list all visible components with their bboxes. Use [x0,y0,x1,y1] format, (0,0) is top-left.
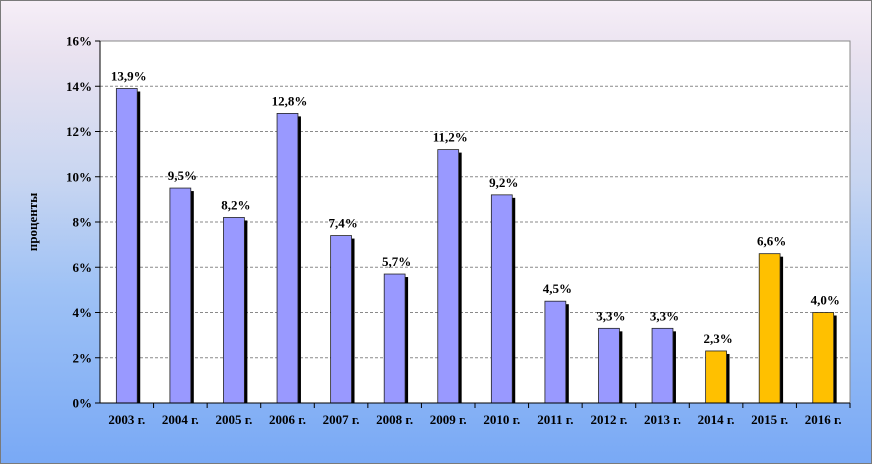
bar [276,113,299,404]
data-label: 9,2% [489,175,518,190]
data-label: 4,0% [811,293,840,308]
x-tick-label: 2003 г. [108,412,145,427]
y-tick-label: 0% [73,396,93,411]
bar [437,149,460,404]
bar [544,300,567,404]
y-tick-label: 8% [73,215,93,230]
x-tick-label: 2005 г. [215,412,252,427]
y-axis-title: проценты [25,193,40,252]
data-label: 3,3% [650,308,679,323]
data-label: 3,3% [596,308,625,323]
bar [490,194,513,404]
y-tick-label: 12% [66,124,92,139]
x-tick-label: 2009 г. [430,412,467,427]
x-axis: 2003 г. 2004 г. 2005 г. 2006 г. 2007 г. 2008 … [100,402,851,427]
y-axis: 0% 2% 4% 6% 8% 10% 12% 14% 16% [66,34,101,411]
bar [598,327,620,404]
data-label: 11,2% [433,130,468,145]
bars: 13,9% 9,5% 8,2% 12,8% 7,4% 5,7% 11,2% 9,2% 4,5% 3… [111,69,840,404]
x-tick-label: 2015 г. [751,412,788,427]
bar [758,253,781,404]
data-label: 8,2% [221,197,250,212]
bar [383,273,406,404]
data-label: 12,8% [272,93,308,108]
y-tick-label: 4% [73,305,93,320]
data-label: 4,5% [543,281,572,296]
x-tick-label: 2004 г. [162,412,199,427]
bar [705,350,727,404]
x-tick-label: 2013 г. [644,412,681,427]
x-tick-label: 2014 г. [698,412,735,427]
y-tick-label: 6% [73,260,93,275]
y-tick-label: 2% [73,350,93,365]
data-label: 7,4% [328,216,357,231]
data-label: 6,6% [757,234,786,249]
x-tick-label: 2010 г. [483,412,520,427]
x-tick-label: 2012 г. [590,412,627,427]
bar [115,88,138,404]
x-tick-label: 2006 г. [269,412,306,427]
x-tick-label: 2011 г. [537,412,573,427]
bar [330,235,352,404]
data-label: 13,9% [111,69,147,84]
bar [812,312,835,404]
x-tick-label: 2007 г. [323,412,360,427]
y-tick-label: 16% [66,34,92,49]
data-label: 9,5% [168,168,197,183]
data-label: 2,3% [703,331,732,346]
bar [651,327,674,404]
y-tick-label: 10% [66,169,92,184]
bar [169,187,192,404]
bar [223,217,245,404]
x-tick-label: 2008 г. [376,412,413,427]
data-label: 5,7% [382,254,411,269]
y-tick-label: 14% [66,79,92,94]
x-tick-label: 2016 г. [805,412,842,427]
